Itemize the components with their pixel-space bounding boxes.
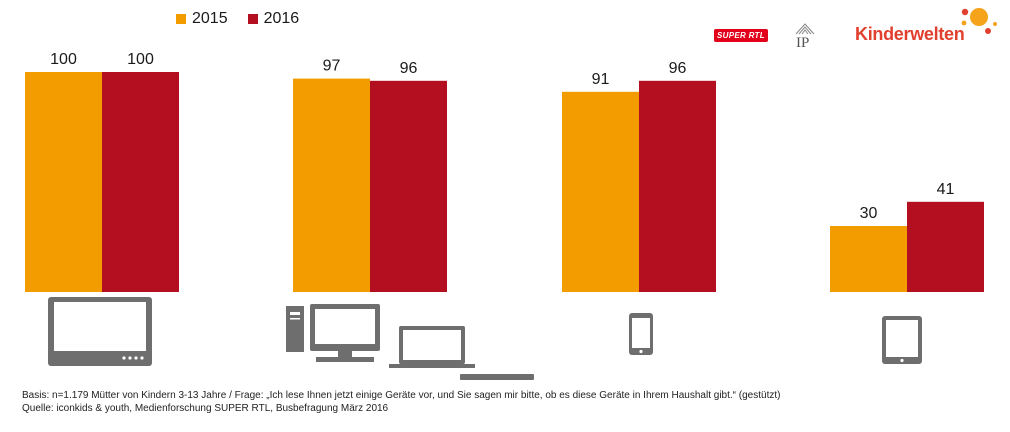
- source-basis: Basis: n=1.179 Mütter von Kindern 3-13 J…: [22, 390, 781, 401]
- bar-2016-0: [102, 72, 179, 292]
- tv-icon: [48, 297, 152, 366]
- data-label-2016-3: 41: [937, 181, 955, 198]
- data-label-2015-2: 91: [592, 71, 610, 88]
- bar-2015-1: [293, 78, 370, 292]
- bar-2016-3: [907, 201, 984, 292]
- ip-logo: IP: [790, 20, 820, 54]
- data-label-2016-2: 96: [669, 60, 687, 77]
- bar-2016-2: [639, 80, 716, 292]
- legend-item-2015: 2015: [176, 10, 228, 28]
- legend-label-2015: 2015: [192, 10, 228, 27]
- legend-swatch-2015: [176, 14, 186, 24]
- superrtl-logo-text: SUPER RTL: [714, 29, 768, 42]
- legend-swatch-2016: [247, 14, 258, 24]
- chart-legend: 2015 2016: [176, 10, 299, 28]
- source-quelle: Quelle: iconkids & youth, Medienforschun…: [22, 403, 389, 414]
- bar-2015-2: [562, 91, 639, 292]
- bar-2016-1: [370, 80, 447, 292]
- kinderwelten-logo-dots: [961, 8, 997, 34]
- source-note: Basis: n=1.179 Mütter von Kindern 3-13 J…: [22, 389, 780, 415]
- kinderwelten-logo: Kinderwelten: [855, 6, 1000, 48]
- tablet-icon: [882, 316, 922, 364]
- data-label-2016-1: 96: [400, 60, 418, 77]
- computer-laptop-icon: [286, 304, 534, 380]
- data-label-2015-3: 30: [860, 205, 878, 222]
- data-label-2016-0: 100: [127, 51, 154, 68]
- smartphone-icon: [629, 313, 653, 355]
- bar-2015-0: [25, 72, 102, 292]
- superrtl-logo: SUPER RTL: [714, 29, 768, 42]
- ip-logo-mark: [795, 23, 815, 35]
- legend-item-2016: 2016: [247, 10, 300, 28]
- bar-2015-3: [830, 226, 907, 292]
- ip-logo-text: IP: [796, 35, 810, 51]
- data-label-2015-0: 100: [50, 51, 77, 68]
- data-label-2015-1: 97: [323, 58, 341, 75]
- legend-label-2016: 2016: [263, 10, 300, 27]
- kinderwelten-logo-text: Kinderwelten: [855, 24, 965, 44]
